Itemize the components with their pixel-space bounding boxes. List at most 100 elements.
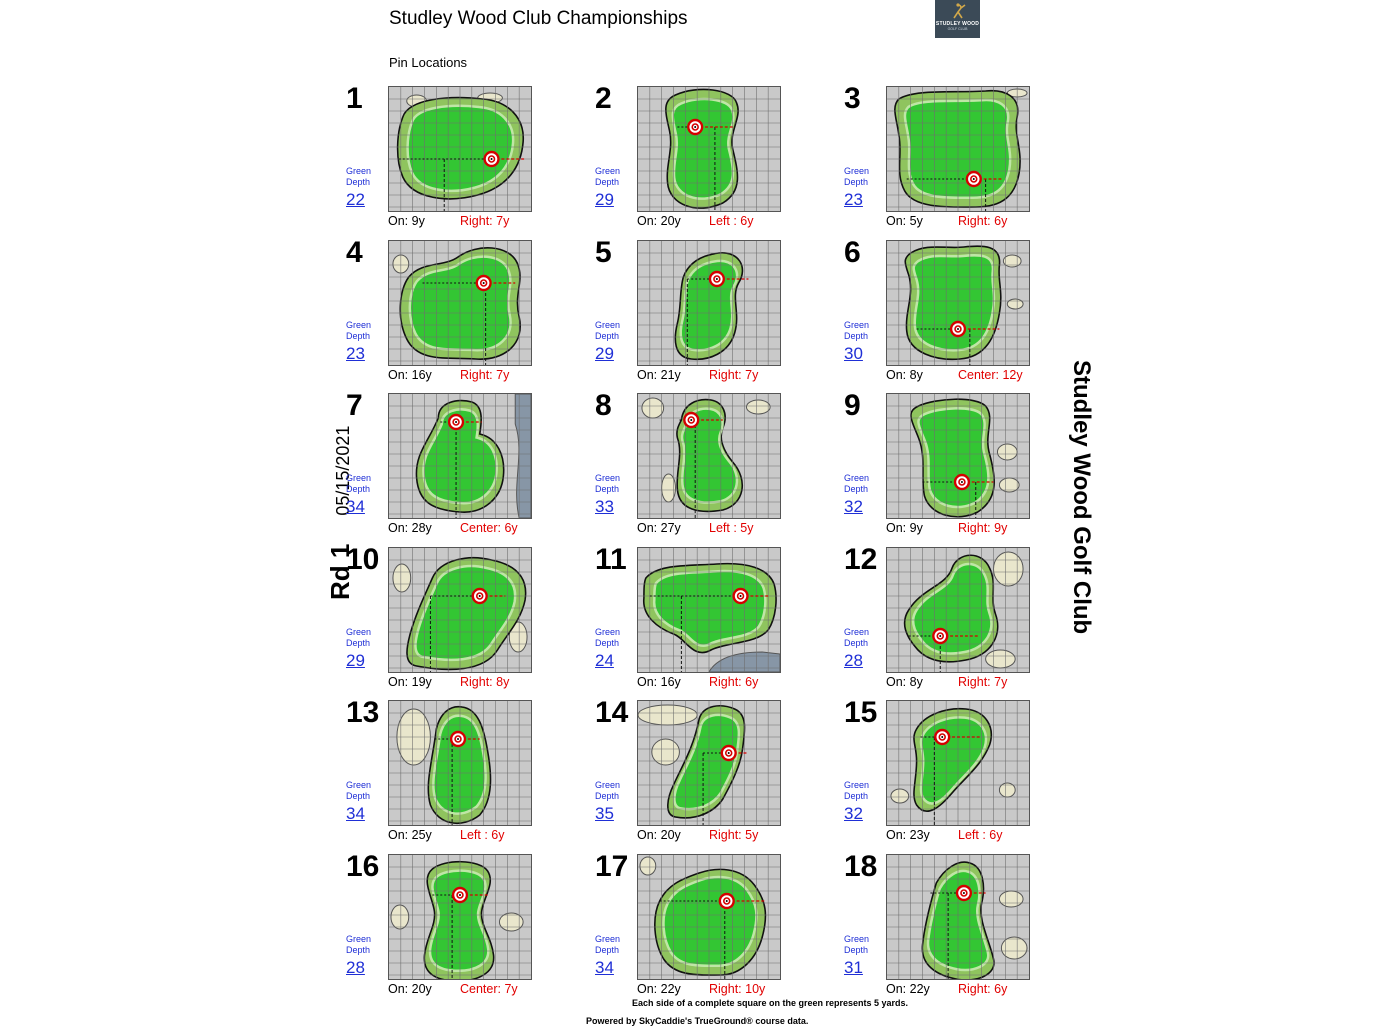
powered-by: Powered by SkyCaddie's TrueGround® cours… [586, 1016, 809, 1026]
on-distance: On: 22y [886, 982, 930, 996]
green-depth-word1: Green [844, 627, 870, 637]
pin-icon [475, 274, 492, 292]
green-depth-link[interactable]: 23 [844, 190, 863, 209]
hole-number: 5 [595, 236, 612, 269]
hole-card: 17 Green Depth 34 On: 2 [595, 852, 835, 1002]
green-depth-word2: Depth [844, 177, 869, 187]
subtitle: Pin Locations [389, 55, 468, 70]
green-depth-label: Green Depth [346, 934, 371, 956]
green-map [388, 700, 532, 826]
putting-surface [662, 875, 758, 968]
hole-number: 9 [844, 389, 861, 422]
green-depth-label: Green Depth [595, 934, 620, 956]
hole-card: 15 Green Depth 32 On: 2 [844, 698, 1084, 848]
hole-number: 10 [346, 543, 380, 576]
green-depth-link[interactable]: 31 [844, 958, 863, 977]
green-depth-link[interactable]: 30 [844, 344, 863, 363]
hole-number: 16 [346, 850, 380, 883]
on-distance: On: 16y [388, 368, 432, 382]
green-depth-link[interactable]: 28 [844, 651, 863, 670]
green-depth-link[interactable]: 32 [844, 804, 863, 823]
side-distance: Right: 7y [709, 368, 759, 382]
green-map [388, 547, 532, 673]
green-depth-label: Green Depth [595, 166, 620, 188]
scale-note: Each side of a complete square on the gr… [631, 998, 909, 1008]
on-distance: On: 21y [637, 368, 681, 382]
bunker [639, 856, 657, 876]
hole-number: 8 [595, 389, 612, 422]
green-depth-word1: Green [346, 934, 372, 944]
pin-icon [934, 728, 951, 746]
green-map [637, 240, 781, 366]
green-depth-link[interactable]: 34 [595, 958, 614, 977]
bunker [641, 397, 665, 419]
green-depth-word1: Green [346, 780, 372, 790]
green-depth-link[interactable]: 34 [346, 804, 365, 823]
green-depth-label: Green Depth [595, 320, 620, 342]
hole-card: 14 Green Depth 35 On: 2 [595, 698, 835, 848]
bunker [998, 890, 1024, 908]
green-map [886, 393, 1030, 519]
side-distance: Right: 7y [958, 675, 1008, 689]
bunker [993, 551, 1024, 587]
side-distance: Center: 7y [460, 982, 518, 996]
bunker [392, 563, 412, 593]
green-depth-link[interactable]: 29 [346, 651, 365, 670]
green-depth-link[interactable]: 29 [595, 190, 614, 209]
putting-surface [671, 97, 735, 200]
pin-icon [965, 170, 982, 188]
hole-card: 4 Green Depth 23 On: 16 [346, 238, 586, 388]
on-distance: On: 20y [388, 982, 432, 996]
bunker [890, 788, 910, 804]
title: Studley Wood Club Championships [389, 8, 688, 29]
green-depth-word2: Depth [346, 638, 371, 648]
hole-card: 18 Green Depth 31 On: 2 [844, 852, 1084, 1002]
logo-subtext: GOLF CLUB [947, 27, 968, 31]
green-depth-link[interactable]: 22 [346, 190, 365, 209]
pin-icon [449, 730, 467, 748]
pin-icon [471, 587, 488, 605]
green-map [886, 547, 1030, 673]
grid-lines [389, 394, 531, 518]
hole-card: 8 Green Depth 33 On: 27 [595, 391, 835, 541]
green-depth-word1: Green [346, 166, 372, 176]
side-distance: Left : 6y [709, 214, 754, 228]
bunker [1000, 936, 1028, 960]
green-depth-link[interactable]: 34 [346, 497, 365, 516]
putting-surface [414, 564, 517, 662]
green-depth-link[interactable]: 23 [346, 344, 365, 363]
green-depth-word1: Green [595, 473, 621, 483]
on-distance: On: 20y [637, 214, 681, 228]
bunker [651, 738, 680, 766]
green-map [886, 700, 1030, 826]
green-depth-link[interactable]: 35 [595, 804, 614, 823]
green-depth-word2: Depth [346, 484, 371, 494]
side-distance: Right: 6y [958, 214, 1008, 228]
green-map [637, 86, 781, 212]
green-depth-label: Green Depth [346, 627, 371, 649]
green-depth-link[interactable]: 24 [595, 651, 614, 670]
green-map [637, 854, 781, 980]
bunker [508, 621, 528, 653]
green-depth-label: Green Depth [595, 473, 620, 495]
bunker [498, 912, 524, 932]
green-depth-label: Green Depth [595, 627, 620, 649]
on-distance: On: 8y [886, 675, 923, 689]
side-distance: Left : 6y [958, 828, 1003, 842]
green-depth-word2: Depth [346, 791, 371, 801]
green-depth-link[interactable]: 29 [595, 344, 614, 363]
green-depth-link[interactable]: 32 [844, 497, 863, 516]
green-depth-label: Green Depth [844, 473, 869, 495]
on-distance: On: 25y [388, 828, 432, 842]
green-depth-word2: Depth [595, 484, 620, 494]
logo-text: STUDLEY WOOD [935, 21, 980, 27]
pin-icon [718, 892, 735, 910]
hole-number: 18 [844, 850, 878, 883]
hole-number: 11 [595, 543, 627, 576]
green-depth-link[interactable]: 33 [595, 497, 614, 516]
green-depth-link[interactable]: 28 [346, 958, 365, 977]
on-distance: On: 8y [886, 368, 923, 382]
green-map [886, 854, 1030, 980]
grid-lines [638, 855, 780, 979]
green-map [637, 393, 781, 519]
